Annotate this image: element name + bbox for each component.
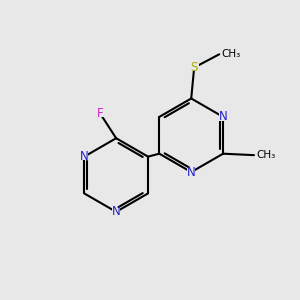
Text: N: N	[80, 150, 88, 163]
Text: CH₃: CH₃	[221, 49, 241, 59]
Bar	[219, 113, 227, 121]
Text: N: N	[112, 205, 121, 218]
Bar	[96, 110, 104, 117]
Bar	[190, 64, 199, 71]
Text: N: N	[187, 166, 196, 178]
Text: F: F	[97, 107, 103, 120]
Text: N: N	[219, 110, 227, 123]
Bar	[112, 208, 120, 216]
Text: CH₃: CH₃	[256, 150, 276, 160]
Text: S: S	[190, 61, 198, 74]
Bar	[187, 168, 195, 176]
Bar	[80, 153, 88, 160]
